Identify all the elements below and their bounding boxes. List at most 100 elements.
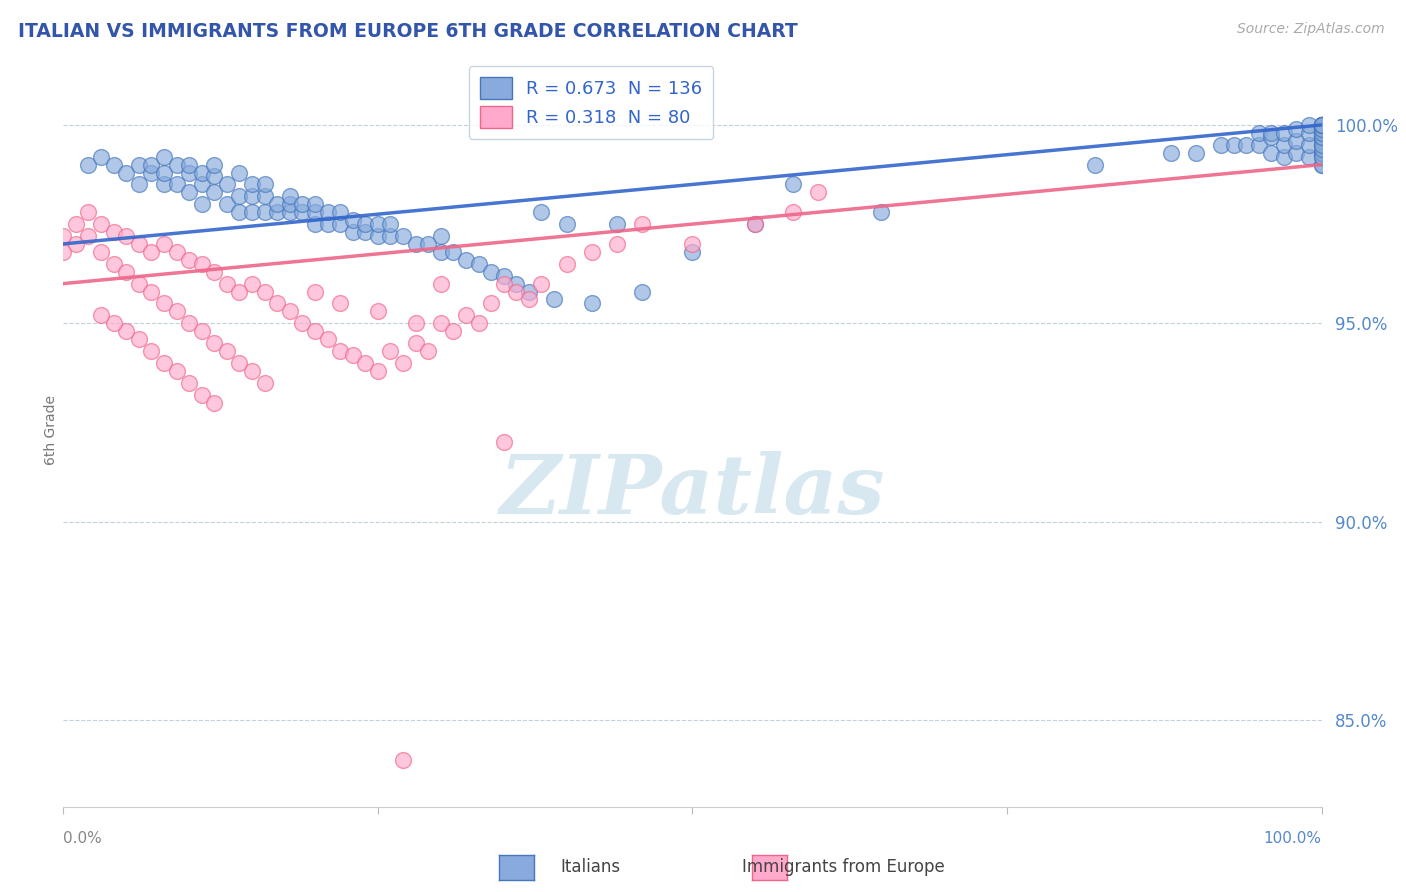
Point [1310,118,1333,132]
Point [304,285,326,299]
Point [179,252,201,267]
Point [1310,126,1333,140]
Point [354,217,377,231]
Point [103,225,125,239]
Point [1160,145,1182,160]
Point [1310,122,1333,136]
Point [253,376,276,390]
Point [1285,134,1308,148]
Point [1209,137,1232,152]
Point [1310,118,1333,132]
Point [141,344,163,359]
Point [215,178,238,192]
Point [492,277,515,291]
Point [380,344,402,359]
Point [115,229,138,244]
Point [1310,129,1333,144]
Point [367,229,389,244]
Point [179,158,201,172]
Point [266,197,288,211]
Point [128,158,150,172]
Point [1310,118,1333,132]
Point [782,178,804,192]
Point [103,158,125,172]
Point [1272,137,1295,152]
Point [202,395,225,409]
Point [228,189,250,203]
Point [228,356,250,370]
Point [392,753,415,767]
Point [631,217,654,231]
Text: 0.0%: 0.0% [63,831,103,846]
Point [329,205,352,219]
Point [1247,137,1270,152]
Point [228,285,250,299]
Point [467,316,489,330]
Point [492,435,515,450]
Point [316,205,339,219]
Point [682,244,704,259]
Point [141,244,163,259]
Point [380,229,402,244]
Point [1310,122,1333,136]
Point [141,158,163,172]
Point [215,277,238,291]
Point [304,197,326,211]
Point [367,364,389,378]
Point [291,316,314,330]
Point [1310,118,1333,132]
Point [141,165,163,179]
Point [202,265,225,279]
Point [342,348,364,362]
Point [52,229,75,244]
Point [153,165,176,179]
Point [530,277,553,291]
Point [1310,118,1333,132]
Point [441,324,464,338]
Point [1260,145,1282,160]
Point [430,244,453,259]
Point [153,356,176,370]
Point [555,257,578,271]
Point [65,217,87,231]
Point [1310,126,1333,140]
Point [115,165,138,179]
Point [240,364,263,378]
Point [304,324,326,338]
Point [1310,158,1333,172]
Point [90,217,112,231]
Point [1310,150,1333,164]
Point [1310,129,1333,144]
Point [190,178,212,192]
Point [253,205,276,219]
Point [304,205,326,219]
Point [782,205,804,219]
Point [329,217,352,231]
Point [90,244,112,259]
Point [1298,126,1320,140]
Point [153,236,176,251]
Point [52,244,75,259]
Point [103,257,125,271]
Point [555,217,578,231]
Point [342,213,364,227]
Point [1310,126,1333,140]
Point [166,244,188,259]
Point [166,364,188,378]
Point [202,336,225,351]
Point [166,158,188,172]
Point [240,189,263,203]
Point [441,244,464,259]
Point [380,217,402,231]
Point [202,186,225,200]
Point [77,229,100,244]
Point [1310,137,1333,152]
Point [166,178,188,192]
Point [392,229,415,244]
Point [354,225,377,239]
Point [1260,129,1282,144]
Point [744,217,766,231]
Point [1272,126,1295,140]
Point [1310,158,1333,172]
Point [1310,129,1333,144]
